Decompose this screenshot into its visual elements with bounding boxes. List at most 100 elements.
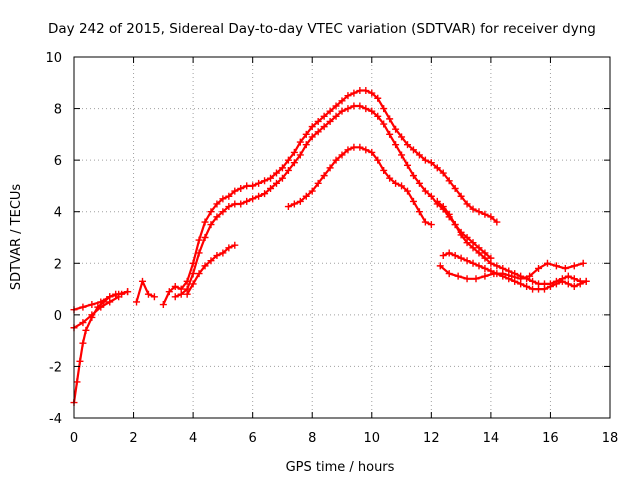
y-tick-label: 0 <box>54 309 62 324</box>
data-point <box>350 89 358 97</box>
data-point <box>284 166 292 174</box>
data-point <box>106 298 114 306</box>
data-point <box>409 172 417 180</box>
data-point <box>398 133 406 141</box>
data-point <box>529 285 537 293</box>
data-point <box>225 244 233 252</box>
data-point <box>302 192 310 200</box>
data-point <box>415 179 423 187</box>
data-point <box>508 272 516 280</box>
data-point <box>115 293 123 301</box>
x-tick-label: 12 <box>423 431 440 446</box>
series-line-arc-6 <box>174 104 492 298</box>
data-point <box>338 107 346 115</box>
data-point <box>445 177 453 185</box>
data-point <box>231 187 239 195</box>
data-point <box>76 357 84 365</box>
data-point <box>392 125 400 133</box>
data-point <box>517 275 525 283</box>
data-point <box>362 105 370 113</box>
x-tick-label: 0 <box>70 431 78 446</box>
data-point <box>451 185 459 193</box>
y-tick-label: -4 <box>49 412 62 427</box>
data-point <box>445 249 453 257</box>
data-point <box>225 203 233 211</box>
data-point <box>451 252 459 260</box>
data-point <box>404 161 412 169</box>
data-point <box>493 262 501 270</box>
data-point <box>374 156 382 164</box>
data-point <box>195 249 203 257</box>
x-tick-label: 16 <box>542 431 559 446</box>
series-arc-7 <box>183 241 239 298</box>
data-point <box>195 270 203 278</box>
data-point <box>320 112 328 120</box>
data-point <box>213 200 221 208</box>
data-point <box>546 282 554 290</box>
x-axis-label: GPS time / hours <box>286 460 395 475</box>
data-point <box>195 236 203 244</box>
data-point <box>493 218 501 226</box>
data-point <box>457 231 465 239</box>
data-point <box>374 94 382 102</box>
data-point <box>320 172 328 180</box>
data-point <box>368 148 376 156</box>
x-tick-label: 6 <box>249 431 257 446</box>
data-point <box>362 146 370 154</box>
data-point <box>267 185 275 193</box>
data-point <box>82 326 90 334</box>
data-point <box>463 200 471 208</box>
data-point <box>124 288 132 296</box>
data-point <box>481 264 489 272</box>
data-point <box>73 378 81 386</box>
data-point <box>97 303 105 311</box>
data-point <box>505 267 513 275</box>
data-point <box>88 301 96 309</box>
axes: 0 2 4 6 8 10 12 14 16 18 -4 -2 0 2 4 6 8 10 <box>45 51 618 446</box>
series-line-arc-4 <box>135 280 156 304</box>
data-point <box>320 123 328 131</box>
data-point <box>201 234 209 241</box>
data-point <box>219 195 227 203</box>
data-point <box>207 208 215 216</box>
data-point <box>249 195 257 203</box>
data-point <box>272 169 280 177</box>
data-point <box>454 272 462 280</box>
data-point <box>535 264 543 272</box>
data-point <box>463 275 471 283</box>
data-point <box>374 112 382 120</box>
plot-frame <box>73 56 611 419</box>
data-point <box>302 141 310 149</box>
data-point <box>356 87 364 95</box>
data-point <box>457 192 465 200</box>
data-point <box>231 200 239 208</box>
data-point <box>296 197 304 205</box>
data-point <box>278 174 286 182</box>
data-point <box>380 105 388 113</box>
data-point <box>439 203 447 211</box>
data-point <box>332 156 340 164</box>
data-point <box>564 280 572 288</box>
data-point <box>138 277 146 285</box>
data-point <box>308 133 316 141</box>
chart-title: Day 242 of 2015, Sidereal Day-to-day VTE… <box>48 21 596 37</box>
data-point <box>290 148 298 156</box>
data-point <box>386 115 394 123</box>
data-point <box>231 241 239 249</box>
data-point <box>481 210 489 218</box>
data-point <box>427 192 435 200</box>
data-point <box>439 169 447 177</box>
series-layer <box>70 87 590 407</box>
data-point <box>225 192 233 200</box>
data-point <box>171 282 179 290</box>
data-point <box>433 197 441 205</box>
data-point <box>398 151 406 159</box>
data-point <box>326 107 334 115</box>
data-point <box>445 210 453 218</box>
data-point <box>487 213 495 221</box>
data-point <box>404 187 412 195</box>
data-point <box>427 159 435 167</box>
data-point <box>475 249 483 257</box>
data-point <box>249 182 257 190</box>
data-point <box>272 179 280 187</box>
